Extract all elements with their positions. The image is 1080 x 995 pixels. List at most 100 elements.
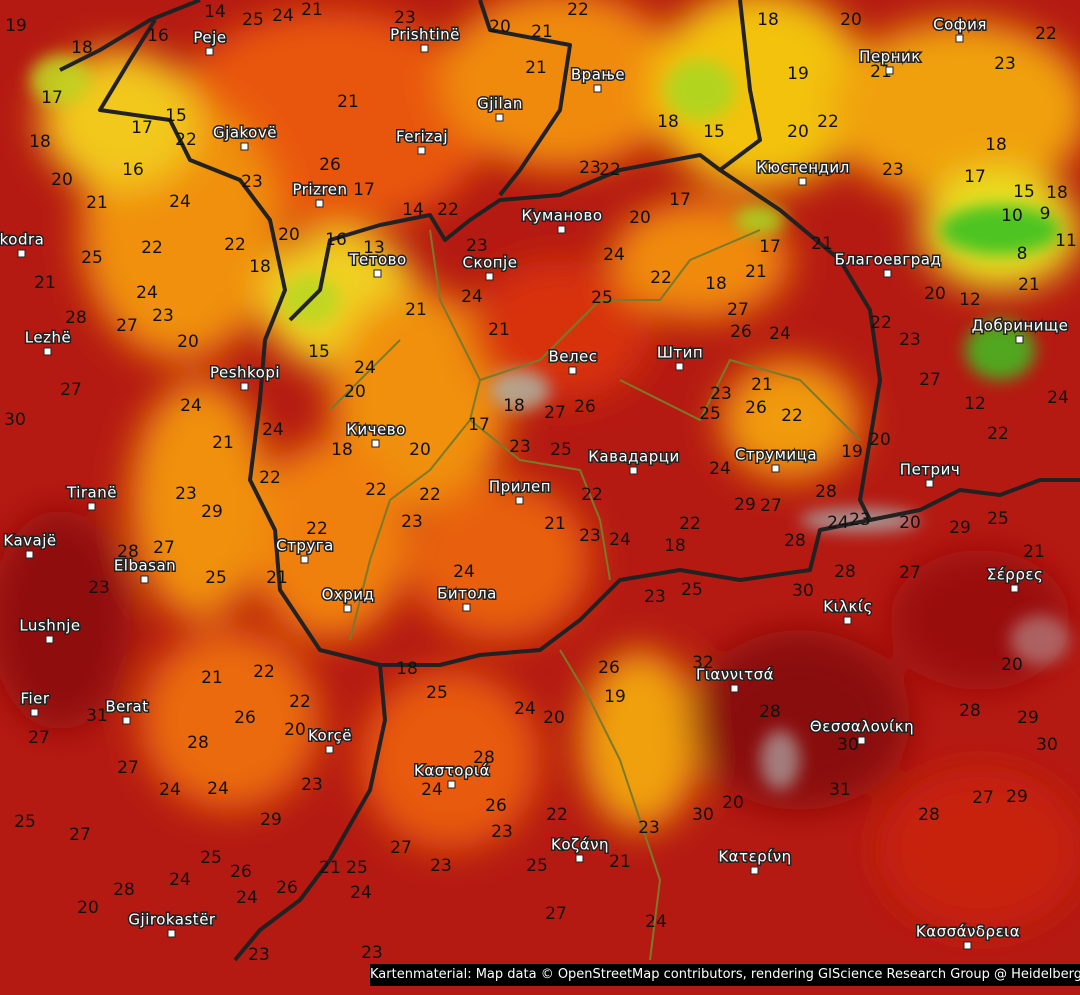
temperature: 25 [681, 580, 703, 600]
temperature: 21 [405, 300, 427, 320]
temperature: 21 [266, 568, 288, 588]
city-marker [240, 382, 249, 391]
temperature: 23 [579, 158, 601, 178]
temperature: 23 [644, 587, 666, 607]
city-name: Благоевград [835, 251, 942, 269]
temperature: 12 [959, 290, 981, 310]
temperature: 18 [249, 257, 271, 277]
city-name: Прилеп [489, 478, 551, 496]
city-marker [675, 362, 684, 371]
temperature: 23 [509, 437, 531, 457]
temperature: 24 [609, 530, 631, 550]
city-name: Струмица [735, 446, 817, 464]
city-name: София [933, 16, 987, 34]
temperature: 29 [260, 810, 282, 830]
temperature: 20 [177, 332, 199, 352]
temperature: 23 [88, 578, 110, 598]
temperature: 26 [230, 862, 252, 882]
temperature: 23 [301, 775, 323, 795]
temperature: 18 [396, 659, 418, 679]
temperature: 28 [473, 748, 495, 768]
city-marker [1010, 584, 1019, 593]
temperature: 28 [113, 880, 135, 900]
temperature: 22 [650, 268, 672, 288]
city-marker [167, 929, 176, 938]
temperature: 21 [34, 273, 56, 293]
temperature: 22 [253, 662, 275, 682]
temperature: 23 [241, 172, 263, 192]
city-marker [25, 550, 34, 559]
temperature: 20 [77, 898, 99, 918]
city-marker [885, 66, 894, 75]
temperature: 23 [579, 526, 601, 546]
temperature: 19 [841, 442, 863, 462]
city-name: Перник [859, 48, 921, 66]
city-marker [515, 496, 524, 505]
temperature: 20 [344, 382, 366, 402]
temperature: 32 [692, 653, 714, 673]
city-marker [325, 745, 334, 754]
temperature: 28 [65, 308, 87, 328]
temperature: 25 [699, 404, 721, 424]
temperature: 18 [757, 10, 779, 30]
temperature: 15 [165, 106, 187, 126]
temperature: 20 [278, 225, 300, 245]
temperature: 20 [787, 122, 809, 142]
temperature: 29 [201, 502, 223, 522]
city-name: Кавадарци [588, 448, 679, 466]
temperature: 31 [86, 706, 108, 726]
city-name: Κατερίνη [718, 848, 791, 866]
temperature: 18 [331, 440, 353, 460]
temperature: 21 [1023, 542, 1045, 562]
temperature: 20 [899, 513, 921, 533]
borders [59, 0, 1080, 962]
city-name: Gjirokastër [128, 911, 216, 929]
temperature: 21 [201, 668, 223, 688]
city-marker [485, 272, 494, 281]
temperature: 20 [51, 170, 73, 190]
temperature: 27 [117, 758, 139, 778]
temperature: 23 [175, 484, 197, 504]
temperature: 24 [350, 883, 372, 903]
temperature: 26 [319, 155, 341, 175]
temperature: 24 [180, 396, 202, 416]
temperature: 22 [437, 200, 459, 220]
temperature: 15 [1013, 182, 1035, 202]
temperature: 20 [1001, 655, 1023, 675]
region-borders [329, 229, 861, 961]
temperature: 23 [152, 306, 174, 326]
city-marker [925, 479, 934, 488]
temperature: 29 [1017, 708, 1039, 728]
temperature: 16 [325, 230, 347, 250]
temperature: 9 [1040, 204, 1051, 224]
temperature: 23 [710, 384, 732, 404]
temperature: 21 [301, 0, 323, 20]
city-name: Berat [105, 698, 148, 716]
city-marker [17, 249, 26, 258]
city-name: Ferizaj [396, 128, 448, 146]
temperature: 24 [453, 562, 475, 582]
city-name: Штип [657, 344, 703, 362]
city-marker [240, 142, 249, 151]
city-marker [462, 603, 471, 612]
temperature: 24 [262, 420, 284, 440]
city-marker [43, 347, 52, 356]
temperature: 21 [544, 514, 566, 534]
temperature: 21 [212, 433, 234, 453]
temperature: 19 [787, 64, 809, 84]
temperature: 28 [117, 542, 139, 562]
temperature: 22 [1035, 24, 1057, 44]
temperature: 25 [14, 812, 36, 832]
city-name: Καστοριά [414, 762, 490, 780]
temperature: 27 [919, 370, 941, 390]
temperature: 21 [488, 320, 510, 340]
city-name: Gjakovë [213, 124, 277, 142]
city-name: Врање [571, 66, 625, 84]
temperature: 25 [550, 440, 572, 460]
temperature: 26 [276, 878, 298, 898]
temperature: 28 [187, 733, 209, 753]
temperature: 24 [461, 287, 483, 307]
temperature: 27 [544, 403, 566, 423]
temperature: 20 [284, 720, 306, 740]
